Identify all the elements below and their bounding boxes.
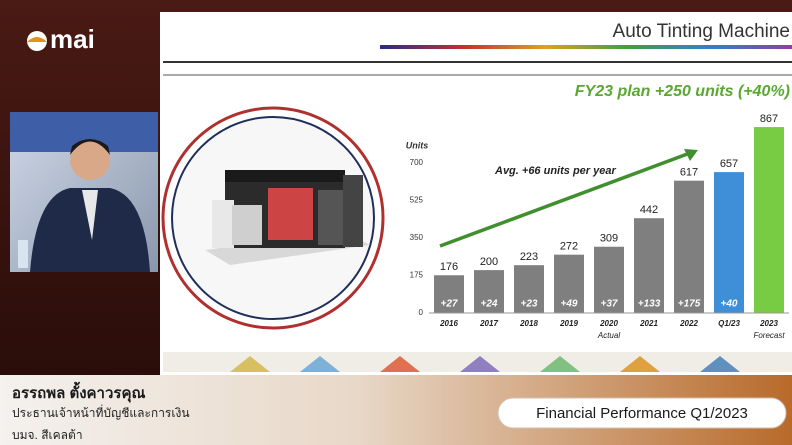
chart-title: FY23 plan +250 units (+40%) xyxy=(575,83,790,100)
speaker-position: ประธานเจ้าหน้าที่บัญชีและการเงิน xyxy=(12,404,190,420)
screen: Auto Tinting Machine FY23 plan + xyxy=(0,0,792,445)
speaker-name: อรรถพล ตั้งคาวรคุณ xyxy=(12,381,145,403)
value-label: 176 xyxy=(440,261,458,273)
x-tick-label: 2018 xyxy=(519,319,538,328)
video xyxy=(10,112,158,272)
y-tick-label: 350 xyxy=(410,233,424,242)
decor-strip xyxy=(163,352,792,372)
x-tick-label: 2017 xyxy=(479,319,498,328)
y-axis-label: Units xyxy=(406,140,429,150)
bar xyxy=(754,127,784,313)
y-tick-label: 175 xyxy=(410,271,424,280)
value-label: 309 xyxy=(600,233,618,245)
logo-text: mai xyxy=(50,24,95,54)
bar xyxy=(674,181,704,313)
x-tick-label: 2021 xyxy=(639,319,658,328)
increment-label: +175 xyxy=(678,299,701,310)
value-label: 442 xyxy=(640,204,658,216)
increment-label: +27 xyxy=(441,299,458,310)
color-stripe xyxy=(380,45,792,49)
increment-label: +133 xyxy=(638,299,661,310)
slide-title: Auto Tinting Machine xyxy=(613,21,790,42)
x-tick-label: Q1/23 xyxy=(718,319,740,328)
banner: Financial Performance Q1/2023 xyxy=(536,405,748,422)
value-label: 272 xyxy=(560,241,578,253)
increment-label: +23 xyxy=(521,299,538,310)
value-label: 223 xyxy=(520,251,538,263)
increment-label: +49 xyxy=(561,299,578,310)
value-label: 617 xyxy=(680,167,698,179)
value-label: 867 xyxy=(760,113,778,125)
annotation: Avg. +66 units per year xyxy=(494,165,616,177)
y-tick-label: 700 xyxy=(410,158,424,167)
speaker-company: บมจ. สีเคลต้า xyxy=(12,428,83,442)
value-label: 657 xyxy=(720,158,738,170)
y-tick-label: 525 xyxy=(410,196,424,205)
bar xyxy=(714,172,744,313)
value-label: 200 xyxy=(480,256,498,268)
group-label: Forecast xyxy=(753,331,785,340)
x-tick-label: 2020 xyxy=(599,319,618,328)
x-tick-label: 2023 xyxy=(759,319,778,328)
increment-label: +40 xyxy=(721,299,738,310)
y-tick-label: 0 xyxy=(419,308,424,317)
increment-label: +37 xyxy=(601,299,618,310)
group-label: Actual xyxy=(597,331,620,340)
x-tick-label: 2019 xyxy=(559,319,578,328)
x-tick-label: 2016 xyxy=(439,319,458,328)
x-tick-label: 2022 xyxy=(679,319,698,328)
increment-label: +24 xyxy=(481,299,498,310)
